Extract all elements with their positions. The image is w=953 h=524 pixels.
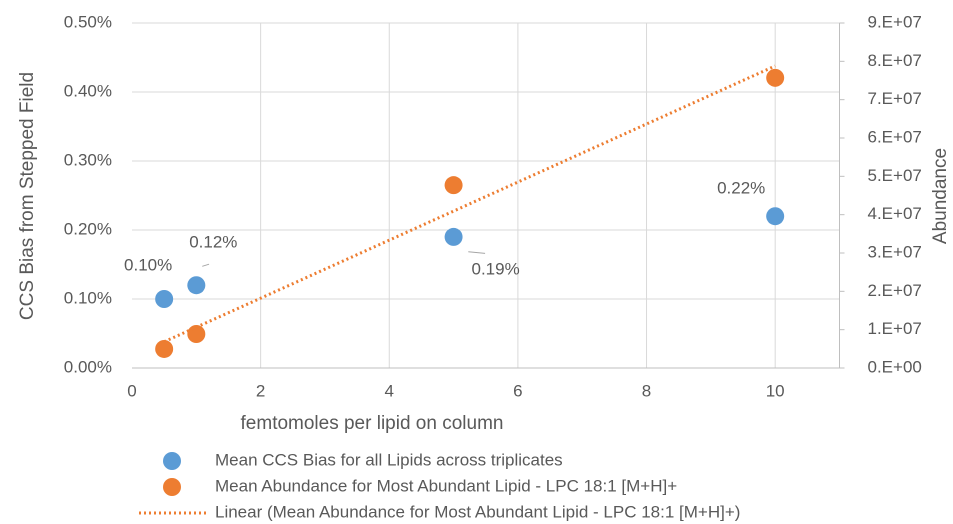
y-tick-label: 0.10% <box>64 288 112 307</box>
legend-label: Mean Abundance for Most Abundant Lipid -… <box>215 476 677 495</box>
x-tick-label: 10 <box>766 381 785 400</box>
point <box>766 68 785 87</box>
y-tick-label: 0.20% <box>64 219 112 238</box>
y2-tick-label: 9.E+07 <box>868 12 922 31</box>
x-tick-label: 2 <box>256 381 265 400</box>
y2-tick-label: 4.E+07 <box>868 204 922 223</box>
y2-tick-label: 2.E+07 <box>868 281 922 300</box>
legend-label: Linear (Mean Abundance for Most Abundant… <box>215 502 740 521</box>
x-tick-label: 8 <box>642 381 651 400</box>
y2-tick-label: 7.E+07 <box>868 89 922 108</box>
x-tick-label: 4 <box>385 381 394 400</box>
point <box>444 227 463 246</box>
y-axis-title: CCS Bias from Stepped Field <box>17 72 38 320</box>
y-tick-label: 0.40% <box>64 81 112 100</box>
y-tick-label: 0.00% <box>64 357 112 376</box>
y2-tick-label: 3.E+07 <box>868 242 922 261</box>
legend-label: Mean CCS Bias for all Lipids across trip… <box>215 450 563 469</box>
point <box>766 207 785 226</box>
data-label: 0.22% <box>717 179 765 198</box>
point <box>444 176 463 195</box>
trendline <box>163 64 776 344</box>
y-tick-label: 0.30% <box>64 150 112 169</box>
point <box>187 276 206 295</box>
leader-line <box>468 251 486 254</box>
y2-tick-label: 1.E+07 <box>868 319 922 338</box>
legend-swatch <box>163 452 181 470</box>
point <box>155 290 174 308</box>
x-tick-label: 6 <box>513 381 522 400</box>
x-axis-title: femtomoles per lipid on column <box>241 413 504 434</box>
y2-tick-label: 5.E+07 <box>868 166 922 185</box>
legend-swatch <box>163 478 181 496</box>
data-label: 0.19% <box>471 259 519 278</box>
y2-tick-label: 0.E+00 <box>868 357 922 376</box>
point <box>155 339 174 358</box>
data-label: 0.10% <box>124 255 172 274</box>
leader-line <box>202 263 210 267</box>
x-tick-label: 0 <box>127 381 136 400</box>
y2-tick-label: 8.E+07 <box>868 51 922 70</box>
y-tick-label: 0.50% <box>64 12 112 31</box>
y2-axis-title: Abundance <box>930 148 951 244</box>
y2-tick-label: 6.E+07 <box>868 127 922 146</box>
data-label: 0.12% <box>189 233 237 252</box>
